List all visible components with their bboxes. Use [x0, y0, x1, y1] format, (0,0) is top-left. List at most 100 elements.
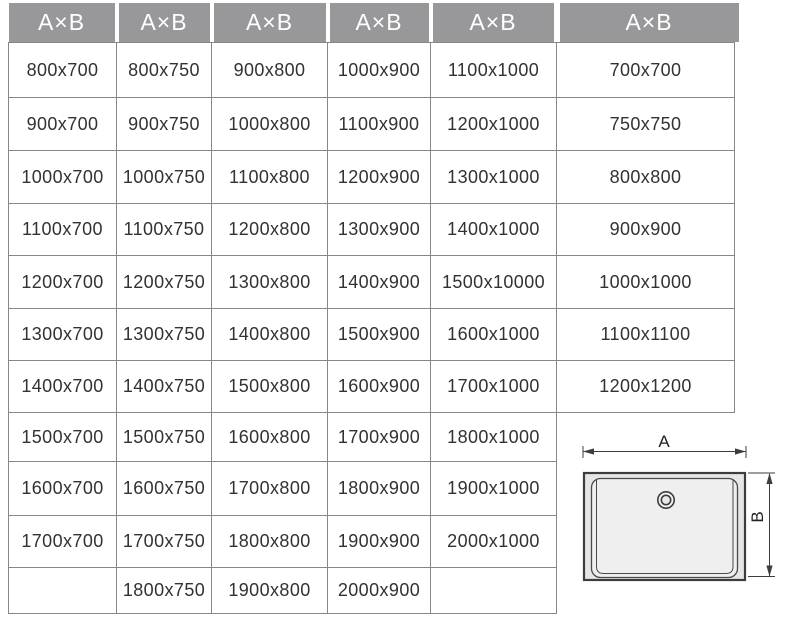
height-dim-label: B — [748, 511, 767, 522]
size-cell: 1600x900 — [327, 360, 431, 413]
a-dimension: A — [582, 432, 747, 458]
size-cell: 900x750 — [116, 97, 212, 151]
size-cell: 1100x750 — [116, 203, 212, 256]
table-row: 1500x700 1500x750 1600x800 1700x900 1800x100… — [8, 412, 557, 462]
table-row: 1700x700 1700x750 1800x800 1900x900 2000x100… — [8, 515, 557, 568]
size-cell: 1100x800 — [211, 150, 328, 204]
size-cell: 1400x900 — [327, 255, 431, 309]
table-row: 1000x1000 — [556, 255, 735, 309]
size-cell: 800x800 — [556, 150, 735, 204]
size-cell: 1500x10000 — [430, 255, 557, 309]
size-cell: 1000x800 — [211, 97, 328, 151]
size-cell: 1200x700 — [8, 255, 117, 309]
size-cell: 1100x1000 — [430, 42, 557, 98]
table-row: 800x800 — [556, 150, 735, 204]
size-cell: 1000x700 — [8, 150, 117, 204]
table-row: 900x700 900x750 1000x800 1100x900 1200x1000 — [8, 97, 557, 151]
table-row: 900x900 — [556, 203, 735, 256]
size-cell: 700x700 — [556, 42, 735, 98]
size-cell: 2000x1000 — [430, 515, 557, 568]
size-cell: 1400x750 — [116, 360, 212, 413]
column-header-label: A×B — [8, 3, 115, 42]
b-arrow-bottom — [766, 565, 773, 577]
table-row: 1200x700 1200x750 1300x800 1400x900 1500x100… — [8, 255, 557, 309]
column-header: A×B — [557, 3, 739, 43]
drain-icon-inner — [660, 494, 672, 506]
size-cell: 1300x700 — [8, 308, 117, 361]
empty-cell — [8, 567, 117, 614]
drain-icon — [656, 490, 675, 509]
size-cell: 1100x900 — [327, 97, 431, 151]
size-cell: 900x900 — [556, 203, 735, 256]
size-cell: 1600x700 — [8, 461, 117, 516]
size-cell: 1600x750 — [116, 461, 212, 516]
size-cell: 1900x800 — [211, 567, 328, 614]
a-arrow-right — [735, 448, 746, 455]
table-row: 1100x700 1100x750 1200x800 1300x900 1400x100… — [8, 203, 557, 256]
size-cell: 1600x800 — [211, 412, 328, 462]
table-row: 1100x1100 — [556, 308, 735, 361]
size-cell: 1500x900 — [327, 308, 431, 361]
size-cell: 1200x800 — [211, 203, 328, 256]
size-cell: 1200x900 — [327, 150, 431, 204]
size-cell: 1200x1000 — [430, 97, 557, 151]
b-arrow-top — [766, 473, 773, 484]
size-cell: 1400x800 — [211, 308, 328, 361]
size-cell: 1800x800 — [211, 515, 328, 568]
column-header-label: A×B — [213, 3, 326, 42]
size-cell: 1700x700 — [8, 515, 117, 568]
a-arrow-left — [583, 448, 594, 455]
column-header-label: A×B — [559, 3, 739, 42]
header-row: A×B — [557, 3, 739, 43]
tray-outline — [582, 471, 747, 582]
size-cell: 1200x750 — [116, 255, 212, 309]
size-cell: 750x750 — [556, 97, 735, 151]
size-cell: 1000x1000 — [556, 255, 735, 309]
column-header-label: A×B — [118, 3, 210, 42]
column-header-label: A×B — [329, 3, 429, 42]
size-cell: 1200x1200 — [556, 360, 735, 413]
size-cell: 1100x700 — [8, 203, 117, 256]
right-table-body: 700x700 750x750 800x800 900x900 1000x1000 110… — [556, 42, 735, 413]
size-table-main: A×B A×B A×B A×B A×B 800x700 800x750 900x80… — [8, 3, 557, 614]
size-cell: 800x750 — [116, 42, 212, 98]
size-cell: 1500x800 — [211, 360, 328, 413]
tray-basin — [590, 477, 739, 579]
size-cell: 900x800 — [211, 42, 328, 98]
table-row: 750x750 — [556, 97, 735, 151]
size-cell: 1900x900 — [327, 515, 431, 568]
size-cell: 800x700 — [8, 42, 117, 98]
b-dimension: B — [748, 472, 775, 577]
size-cell: 1700x900 — [327, 412, 431, 462]
size-cell: 1100x1100 — [556, 308, 735, 361]
column-header: A×B — [212, 3, 328, 43]
size-cell: 1900x1000 — [430, 461, 557, 516]
table-row: 800x700 800x750 900x800 1000x900 1100x1000 — [8, 42, 557, 98]
tray-basin-inner-edge — [596, 479, 734, 574]
size-cell: 1700x800 — [211, 461, 328, 516]
column-header: A×B — [8, 3, 117, 43]
header-row: A×B A×B A×B A×B A×B — [8, 3, 557, 43]
width-dim-label: A — [658, 432, 670, 451]
size-cell: 1800x900 — [327, 461, 431, 516]
size-cell: 1000x750 — [116, 150, 212, 204]
table-row: 700x700 — [556, 42, 735, 98]
column-header: A×B — [117, 3, 212, 43]
size-cell: 1800x750 — [116, 567, 212, 614]
table-row: 1300x700 1300x750 1400x800 1500x900 1600x100… — [8, 308, 557, 361]
size-cell: 1400x1000 — [430, 203, 557, 256]
empty-cell — [430, 567, 557, 614]
table-row: 1200x1200 — [556, 360, 735, 413]
column-header: A×B — [431, 3, 557, 43]
size-cell: 1500x700 — [8, 412, 117, 462]
table-row: 1800x750 1900x800 2000x900 — [8, 567, 557, 614]
size-table-right: A×B 700x700 750x750 800x800 900x900 1000x100… — [556, 3, 739, 413]
size-cell: 1700x1000 — [430, 360, 557, 413]
size-cell: 1500x750 — [116, 412, 212, 462]
size-cell: 900x700 — [8, 97, 117, 151]
size-cell: 1000x900 — [327, 42, 431, 98]
size-cell: 1300x800 — [211, 255, 328, 309]
main-table-body: 800x700 800x750 900x800 1000x900 1100x1000 90… — [8, 42, 557, 614]
size-cell: 1800x1000 — [430, 412, 557, 462]
